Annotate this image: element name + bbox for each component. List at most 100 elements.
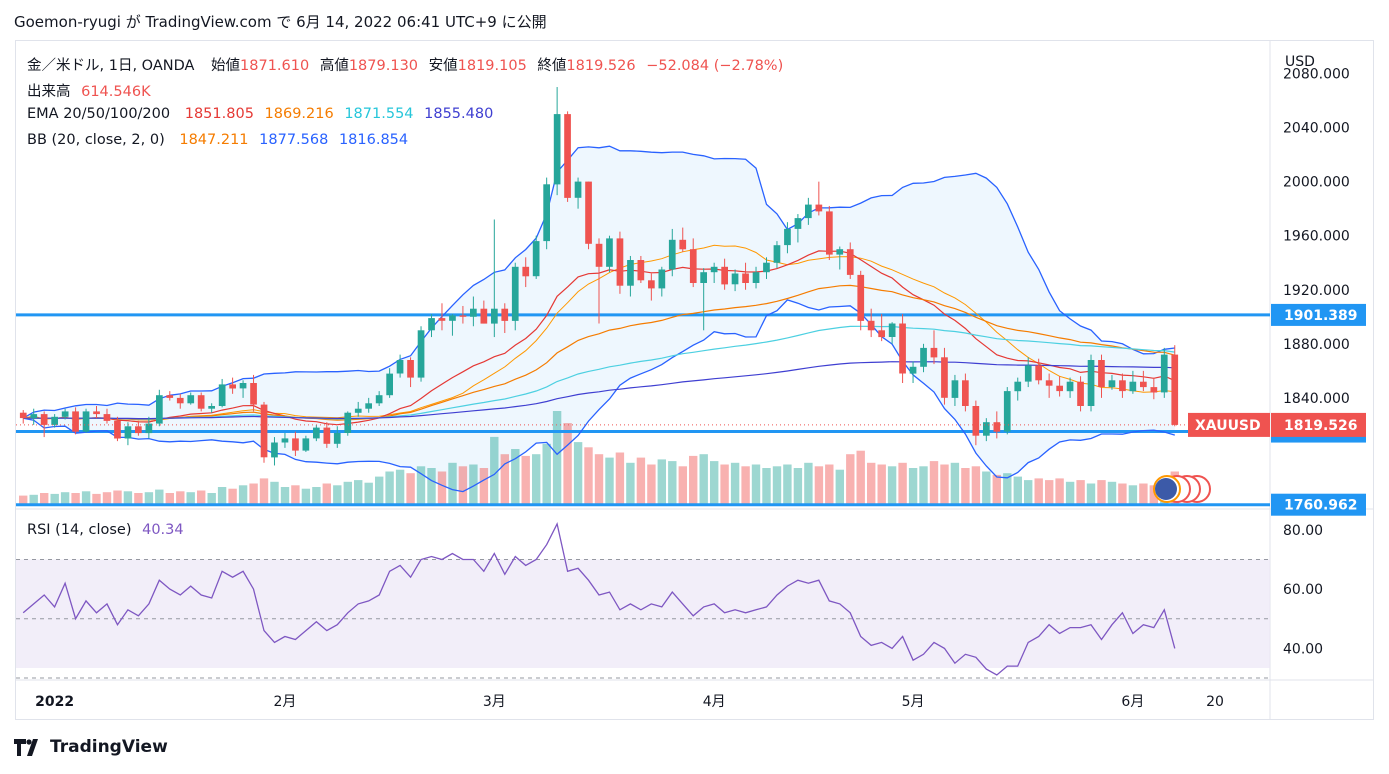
candle-body <box>710 266 718 273</box>
volume-bar <box>375 476 384 506</box>
volume-bar <box>155 489 164 506</box>
volume-bar <box>280 487 290 506</box>
close-label: 終値 <box>537 58 567 74</box>
volume-bar <box>134 493 143 506</box>
volume-bar <box>301 488 311 506</box>
volume-bar <box>113 490 122 506</box>
candle-body <box>72 411 79 432</box>
candle-body <box>218 384 226 406</box>
candle-body <box>135 426 142 434</box>
ema100-line <box>23 325 1175 420</box>
candle-body <box>616 238 624 286</box>
candle-body <box>721 266 728 285</box>
volume-bar <box>563 423 572 506</box>
candle-body <box>166 395 174 398</box>
volume-bar <box>81 491 91 506</box>
candle-body <box>1119 380 1126 392</box>
candle-body <box>920 347 927 367</box>
candle-body <box>124 426 132 439</box>
candle-body <box>689 249 697 283</box>
candle-body <box>260 404 268 458</box>
volume-bar <box>699 454 708 506</box>
candle-body <box>846 249 854 275</box>
volume-bar <box>971 466 981 506</box>
volume-bar <box>322 483 331 506</box>
volume-bar <box>1149 485 1158 506</box>
candle-body <box>1087 360 1095 406</box>
volume-bar <box>542 443 551 506</box>
candle-body <box>501 308 509 321</box>
volume-bar <box>312 487 321 506</box>
legend-volume: 出来高 614.546K <box>27 80 157 101</box>
volume-bar <box>469 464 478 506</box>
candle-body <box>470 308 477 317</box>
legend-ema: EMA 20/50/100/200 1851.805 1869.216 1871… <box>27 106 499 122</box>
volume-bar <box>887 466 897 506</box>
candle-body <box>375 395 383 404</box>
candle-body <box>878 330 885 338</box>
candle-body <box>354 408 362 413</box>
candle-body <box>365 403 372 409</box>
candle-body <box>1150 387 1158 393</box>
volume-bar <box>804 462 813 506</box>
candle-body <box>637 260 645 281</box>
volume-bar <box>835 469 844 506</box>
footer-brand-name: TradingView <box>50 737 168 757</box>
candle-body <box>114 420 121 439</box>
price-axis-tag <box>1271 493 1366 516</box>
candle-body <box>313 427 320 439</box>
volume-bar <box>1034 478 1043 506</box>
candle-body <box>208 406 215 409</box>
candle-body <box>19 412 27 419</box>
volume-bar <box>364 482 373 506</box>
ema-label: EMA 20/50/100/200 <box>27 106 171 122</box>
volume-bar <box>867 462 876 506</box>
price-axis-tag-label: 1901.389 <box>1284 308 1358 324</box>
time-axis-label: 2月 <box>273 694 296 710</box>
candle-body <box>648 280 655 289</box>
volume-bar <box>783 464 792 506</box>
time-axis-label: 3月 <box>483 694 506 710</box>
candle-body <box>794 218 802 229</box>
volume-bar <box>521 455 530 506</box>
volume-bar <box>856 450 865 506</box>
volume-bar <box>657 459 666 506</box>
rsi-tick-label: 40.00 <box>1283 641 1323 657</box>
volume-bar <box>291 485 300 506</box>
volume-bar <box>626 462 635 506</box>
price-axis-tag <box>1271 303 1366 326</box>
candle-body <box>511 266 519 321</box>
candle-body <box>888 323 896 337</box>
bb-basis-value: 1847.211 <box>179 132 249 148</box>
high-label: 高値 <box>319 58 349 74</box>
candle-body <box>784 228 791 246</box>
candle-body <box>773 245 781 263</box>
price-tick-label: 2080.000 <box>1283 67 1350 83</box>
candle-body <box>752 272 760 283</box>
volume-bar <box>573 442 583 506</box>
rsi-line <box>22 521 1176 676</box>
time-axis-label: 5月 <box>902 694 925 710</box>
volume-bar <box>877 464 886 506</box>
candle-body <box>82 411 90 432</box>
candle-body <box>417 330 425 378</box>
volume-bar <box>1107 481 1117 506</box>
price-tick-label: 1920.000 <box>1283 283 1350 299</box>
candle-body <box>271 442 278 458</box>
volume-value: 614.546K <box>81 84 151 100</box>
candle-body <box>51 416 58 425</box>
price-tick-label: 1960.000 <box>1283 229 1350 245</box>
volume-bar <box>500 454 509 506</box>
rsi-tick-label: 80.00 <box>1283 523 1323 539</box>
volume-bar <box>29 494 38 506</box>
time-axis-label: 2022 <box>35 694 74 710</box>
volume-bar <box>406 473 415 506</box>
candle-body <box>93 411 100 415</box>
candle-body <box>292 438 299 451</box>
candle-body <box>815 204 823 212</box>
candle-body <box>857 274 865 321</box>
change-value: −52.084 (−2.78%) <box>646 58 784 74</box>
candle-body <box>731 273 739 285</box>
candle-body <box>197 395 205 409</box>
